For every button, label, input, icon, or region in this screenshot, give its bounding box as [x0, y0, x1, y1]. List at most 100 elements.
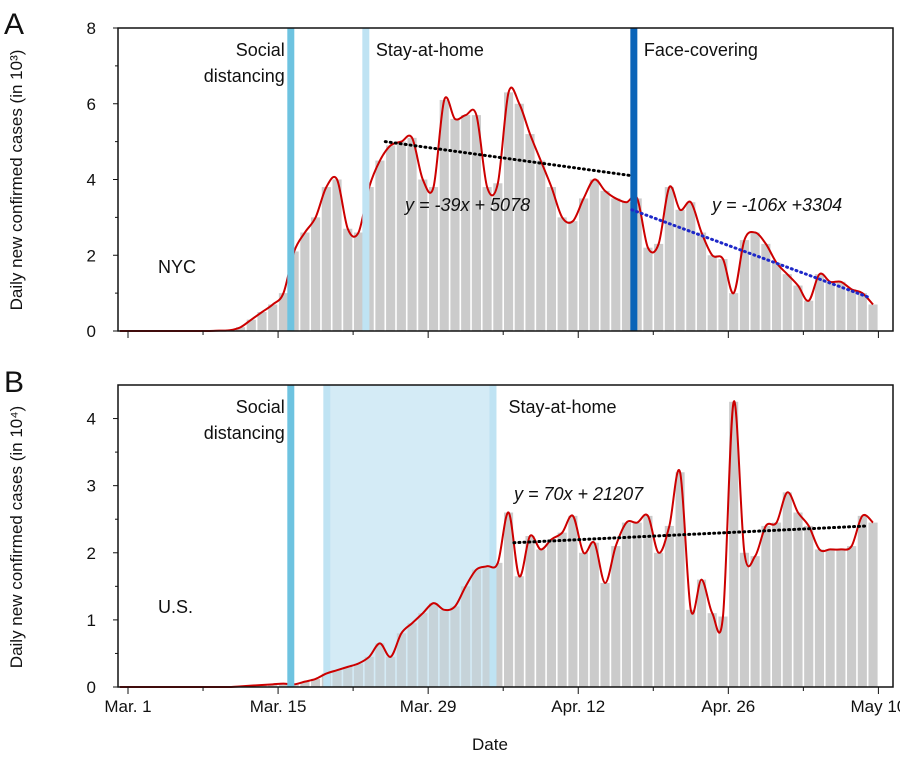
bar	[708, 255, 717, 331]
panel-letter-a: A	[4, 8, 24, 41]
policy-label: Stay-at-home	[376, 40, 484, 60]
policy-label: Face-covering	[644, 40, 758, 60]
bar	[354, 233, 363, 331]
bar	[525, 134, 534, 331]
y-tick-label: 4	[87, 171, 96, 190]
bar	[643, 248, 652, 331]
policy-label: Social	[236, 40, 285, 60]
y-tick-label: 2	[87, 544, 96, 563]
bar	[686, 610, 695, 687]
bar	[751, 233, 760, 331]
bar	[858, 516, 867, 687]
bar	[633, 523, 642, 687]
bar	[868, 523, 877, 687]
x-tick-label: Mar. 1	[104, 697, 151, 716]
policy-line	[287, 385, 294, 687]
panel-a-nyc: Social distancing Stay-at-home Face-coverin…	[4, 8, 893, 341]
bar	[836, 549, 845, 687]
bar	[804, 301, 813, 331]
bar	[504, 513, 513, 687]
bar	[718, 617, 727, 687]
bar	[515, 576, 524, 687]
bar	[579, 553, 588, 687]
y-tick-label: 2	[87, 246, 96, 265]
bar	[761, 526, 770, 687]
bar	[643, 516, 652, 687]
x-tick-label: Mar. 15	[250, 697, 307, 716]
bar	[386, 145, 395, 331]
bar	[740, 553, 749, 687]
bar	[558, 533, 567, 687]
bar	[826, 282, 835, 331]
policy-band-overlay	[326, 385, 492, 687]
bar	[772, 523, 781, 687]
bar	[826, 549, 835, 687]
bar	[547, 187, 556, 331]
policy-label: distancing	[204, 423, 285, 443]
bar	[847, 546, 856, 687]
trendline-equation: y = -39x + 5078	[403, 195, 530, 215]
bar	[536, 549, 545, 687]
y-tick-label: 0	[87, 322, 96, 341]
policy-label: Social	[236, 397, 285, 417]
bar	[268, 304, 277, 331]
bar	[472, 115, 481, 331]
bar	[322, 187, 331, 331]
bar	[590, 180, 599, 332]
bar	[343, 229, 352, 331]
bar	[600, 191, 609, 331]
bar	[783, 492, 792, 687]
y-tick-label: 1	[87, 611, 96, 630]
bar	[461, 115, 470, 331]
bar	[590, 543, 599, 687]
y-tick-label: 6	[87, 95, 96, 114]
bar	[611, 198, 620, 331]
x-tick-label: Apr. 26	[701, 697, 755, 716]
bar	[332, 180, 341, 332]
bar	[804, 526, 813, 687]
bar	[547, 539, 556, 687]
y-tick-label: 0	[87, 678, 96, 697]
bar	[665, 187, 674, 331]
bar	[686, 202, 695, 331]
bar	[654, 553, 663, 687]
x-tick-label: Apr. 12	[551, 697, 605, 716]
bar	[783, 274, 792, 331]
bar	[515, 104, 524, 331]
y-tick-label: 3	[87, 477, 96, 496]
bar	[558, 217, 567, 331]
region-label-nyc: NYC	[158, 257, 196, 277]
bar	[375, 161, 384, 331]
bar	[793, 513, 802, 687]
bar	[751, 556, 760, 687]
x-axis-title: Date	[472, 735, 508, 754]
policy-label: distancing	[204, 66, 285, 86]
y-axis-title-a: Daily new confirmed cases (in 10³)	[7, 50, 26, 311]
bar	[772, 263, 781, 331]
bar	[600, 583, 609, 687]
bar	[697, 233, 706, 331]
bar	[525, 536, 534, 687]
policy-line-stay-at-home-start	[323, 385, 330, 687]
bar	[622, 202, 631, 331]
policy-line	[362, 28, 369, 331]
bar	[868, 304, 877, 331]
panel-letter-b: B	[4, 366, 24, 399]
bar	[440, 100, 449, 331]
bar	[847, 289, 856, 331]
bar	[815, 549, 824, 687]
bar	[536, 161, 545, 331]
bar	[622, 523, 631, 687]
policy-line-stay-at-home-end	[489, 385, 496, 687]
bar	[858, 293, 867, 331]
bar	[697, 580, 706, 687]
trendline-equation: y = -106x +3304	[710, 195, 842, 215]
bar	[611, 546, 620, 687]
region-label-us: U.S.	[158, 597, 193, 617]
trendline-equation: y = 70x + 21207	[512, 484, 644, 504]
x-tick-label: Mar. 29	[400, 697, 457, 716]
policy-line	[287, 28, 294, 331]
y-tick-label: 4	[87, 410, 96, 429]
bar	[568, 221, 577, 331]
